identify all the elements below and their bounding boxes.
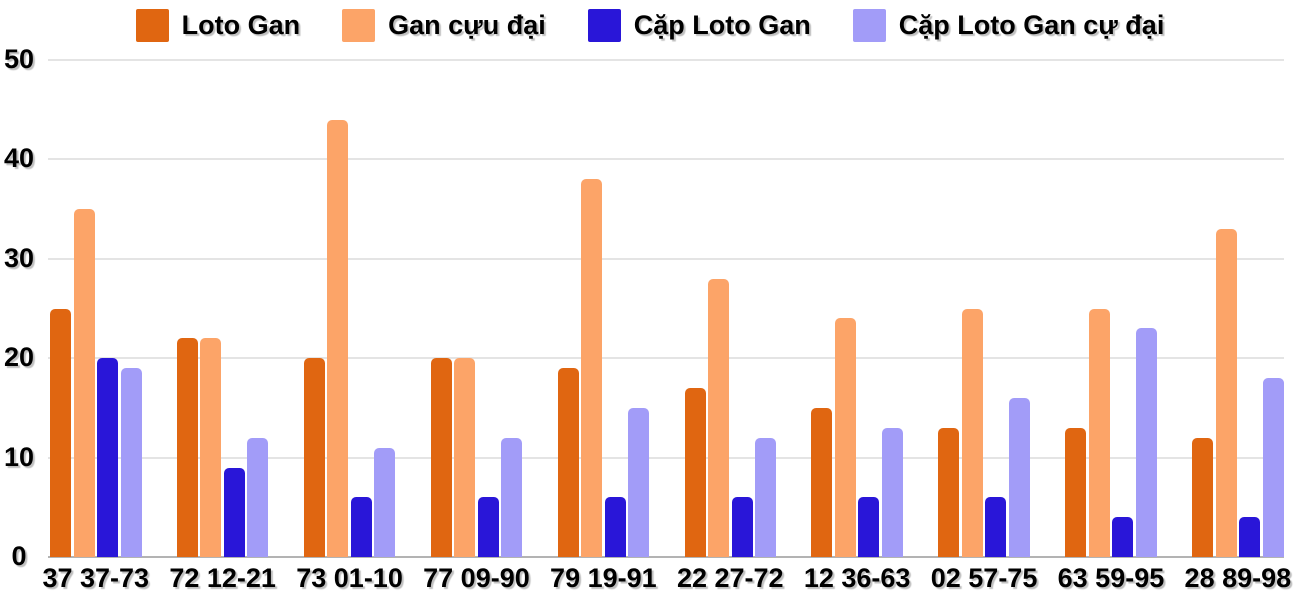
bar-cặp-loto-gan-cự-đại-63-59-95 xyxy=(1135,328,1157,557)
bar-loto-gan-79-19-91 xyxy=(557,368,579,557)
y-axis-tick-label: 0 xyxy=(11,541,27,571)
bar-gan-cựu-đại-22-27-72 xyxy=(708,278,729,557)
bar-loto-gan-72-12-21 xyxy=(176,338,198,557)
bar-cặp-loto-gan-cự-đại-79-19-91 xyxy=(628,407,650,557)
bar-gan-cựu-đại-37-37-73 xyxy=(73,209,95,557)
y-axis-tick-label: 10 xyxy=(3,441,35,472)
bar-cặp-loto-gan-cự-đại-77-09-90 xyxy=(501,437,523,557)
bar-cặp-loto-gan-79-19-91 xyxy=(604,497,626,557)
gridline-y-30 xyxy=(48,257,1284,260)
legend-swatch-icon xyxy=(342,8,376,42)
bar-cặp-loto-gan-cự-đại-72-12-21 xyxy=(247,437,269,557)
x-axis-category-label: 37 37-73 xyxy=(42,563,150,593)
y-axis-tick-label: 40 xyxy=(3,143,35,174)
bar-cặp-loto-gan-cự-đại-73-01-10 xyxy=(374,447,396,557)
legend-item-series-2: Cặp Loto Gan xyxy=(587,8,811,42)
bar-cặp-loto-gan-cự-đại-12-36-63 xyxy=(881,427,903,557)
legend-label: Loto Gan xyxy=(181,9,301,40)
gridline-y-10 xyxy=(48,456,1284,459)
bar-cặp-loto-gan-77-09-90 xyxy=(477,497,499,557)
bar-cặp-loto-gan-cự-đại-37-37-73 xyxy=(120,368,142,557)
bar-gan-cựu-đại-77-09-90 xyxy=(454,358,476,557)
x-axis-category-label: 28 89-98 xyxy=(1184,563,1292,593)
bar-cặp-loto-gan-63-59-95 xyxy=(1112,517,1134,557)
x-axis-category-label: 02 57-75 xyxy=(930,563,1038,593)
legend-item-series-0: Loto Gan xyxy=(135,8,301,42)
bar-gan-cựu-đại-79-19-91 xyxy=(581,179,603,557)
bar-cặp-loto-gan-28-89-98 xyxy=(1239,517,1261,557)
y-axis-tick-label: 20 xyxy=(3,342,35,373)
gridline-y-40 xyxy=(48,158,1284,161)
bar-loto-gan-73-01-10 xyxy=(303,358,325,557)
bar-loto-gan-77-09-90 xyxy=(430,358,452,557)
bar-loto-gan-63-59-95 xyxy=(1065,427,1087,557)
chart-legend: Loto Gan Gan cựu đại Cặp Loto Gan Cặp Loto … xyxy=(0,6,1300,44)
gridline-y-50 xyxy=(48,59,1284,61)
x-axis-category-label: 12 36-63 xyxy=(803,563,911,593)
legend-swatch-icon xyxy=(587,8,621,42)
bar-loto-gan-02-57-75 xyxy=(938,427,960,557)
legend-item-series-3: Cặp Loto Gan cự đại xyxy=(852,8,1165,42)
bar-cặp-loto-gan-cự-đại-22-27-72 xyxy=(755,437,776,557)
x-axis-category-label: 79 19-91 xyxy=(550,563,657,593)
legend-item-series-1: Gan cựu đại xyxy=(342,8,546,42)
legend-label: Cặp Loto Gan xyxy=(633,9,811,40)
bar-loto-gan-28-89-98 xyxy=(1192,437,1214,557)
x-axis-category-label: 73 01-10 xyxy=(296,563,403,593)
x-axis-line xyxy=(48,556,1284,558)
bar-loto-gan-12-36-63 xyxy=(811,407,833,557)
bar-gan-cựu-đại-63-59-95 xyxy=(1088,308,1110,557)
x-axis-category-label: 72 12-21 xyxy=(169,563,276,593)
legend-label: Gan cựu đại xyxy=(388,9,546,40)
legend-swatch-icon xyxy=(135,8,169,42)
x-axis-category-label: 77 09-90 xyxy=(423,563,530,593)
bar-cặp-loto-gan-cự-đại-28-89-98 xyxy=(1262,378,1284,557)
bar-gan-cựu-đại-12-36-63 xyxy=(834,318,856,557)
bar-cặp-loto-gan-72-12-21 xyxy=(223,467,245,557)
legend-swatch-icon xyxy=(852,8,886,42)
bar-gan-cựu-đại-72-12-21 xyxy=(200,338,222,557)
bar-cặp-loto-gan-22-27-72 xyxy=(731,497,753,557)
gridline-y-20 xyxy=(48,357,1284,360)
x-axis-category-label: 63 59-95 xyxy=(1057,563,1165,593)
bar-gan-cựu-đại-28-89-98 xyxy=(1215,228,1237,557)
bar-loto-gan-37-37-73 xyxy=(50,308,71,557)
bar-cặp-loto-gan-12-36-63 xyxy=(858,497,880,557)
y-axis-tick-label: 50 xyxy=(3,44,35,74)
bar-cặp-loto-gan-37-37-73 xyxy=(97,358,118,557)
bar-gan-cựu-đại-02-57-75 xyxy=(961,308,983,557)
x-axis-category-label: 22 27-72 xyxy=(676,563,784,593)
bar-gan-cựu-đại-73-01-10 xyxy=(327,119,349,557)
bar-cặp-loto-gan-73-01-10 xyxy=(350,497,372,557)
bar-cặp-loto-gan-02-57-75 xyxy=(985,497,1007,557)
bar-loto-gan-22-27-72 xyxy=(684,388,706,557)
legend-label: Cặp Loto Gan cự đại xyxy=(898,9,1165,40)
bar-cặp-loto-gan-cự-đại-02-57-75 xyxy=(1008,397,1030,557)
y-axis-tick-label: 30 xyxy=(3,242,35,273)
